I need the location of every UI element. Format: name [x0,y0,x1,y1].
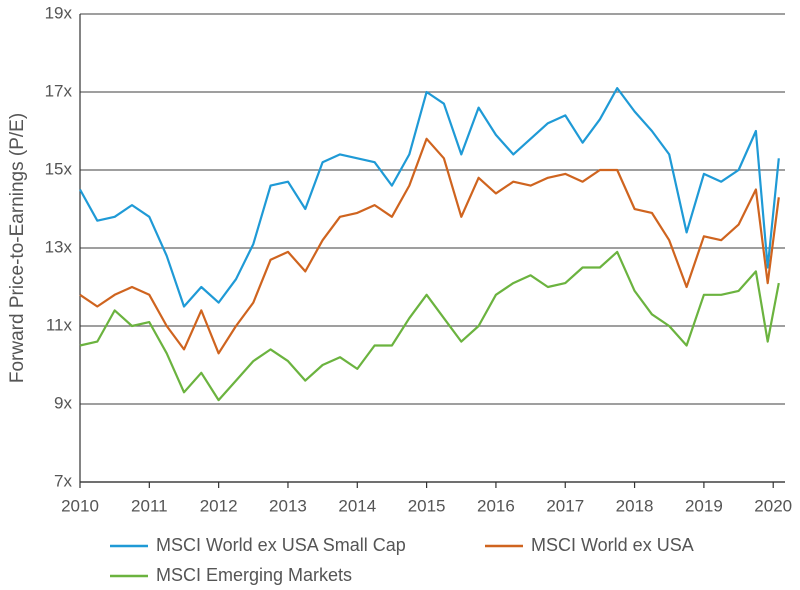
y-tick-label: 7x [54,471,72,490]
x-tick-label: 2011 [131,496,168,515]
legend-label: MSCI Emerging Markets [156,565,352,585]
y-tick-label: 17x [45,81,73,100]
x-tick-label: 2012 [200,496,238,515]
y-tick-label: 15x [45,159,73,178]
x-tick-label: 2020 [754,496,792,515]
y-tick-label: 13x [45,237,73,256]
x-tick-label: 2017 [546,496,584,515]
y-tick-label: 11x [46,315,73,334]
series-line [79,137,780,355]
y-tick-label: 9x [54,393,72,412]
legend-label: MSCI World ex USA [531,535,694,555]
series-line [79,250,780,402]
x-tick-label: 2014 [338,496,376,515]
y-axis-label: Forward Price-to-Earnings (P/E) [7,113,28,383]
legend-label: MSCI World ex USA Small Cap [156,535,406,555]
x-tick-label: 2019 [685,496,723,515]
x-tick-label: 2016 [477,496,515,515]
x-tick-label: 2010 [61,496,99,515]
x-tick-label: 2018 [616,496,654,515]
x-tick-label: 2015 [408,496,446,515]
y-tick-label: 19x [45,3,73,22]
series-line [79,87,780,308]
x-tick-label: 2013 [269,496,307,515]
